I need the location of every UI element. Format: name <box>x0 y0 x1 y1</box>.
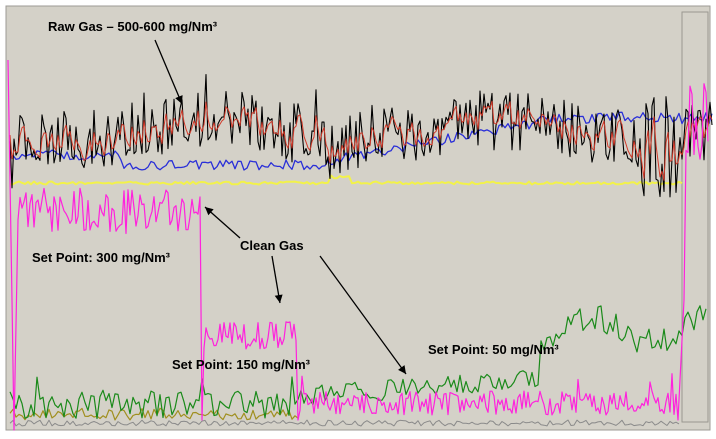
arrow-raw-gas-head <box>175 95 183 104</box>
series-clean-gas <box>7 59 709 431</box>
arrow-clean-gas-300-head <box>205 207 214 216</box>
plot-area <box>5 5 711 431</box>
arrow-layer <box>154 39 407 375</box>
annotation-setpoint-300: Set Point: 300 mg/Nm³ <box>32 250 171 265</box>
arrow-clean-gas-150-head <box>274 294 283 303</box>
annotation-clean-gas: Clean Gas <box>240 238 304 253</box>
series-olive-trace <box>9 407 299 421</box>
series-green-trace <box>9 305 707 420</box>
arrow-raw-gas <box>154 39 183 105</box>
annotation-setpoint-150: Set Point: 150 mg/Nm³ <box>172 357 311 372</box>
annotation-setpoint-50: Set Point: 50 mg/Nm³ <box>428 342 559 357</box>
series-layer <box>7 59 713 431</box>
arrow-clean-gas-50-head <box>398 365 406 374</box>
series-raw-gas <box>9 74 713 198</box>
series-blue-trace <box>9 111 713 171</box>
annotation-raw-gas: Raw Gas – 500-600 mg/Nm³ <box>48 19 218 34</box>
series-raw-gas-smoothed <box>9 100 713 181</box>
arrow-clean-gas-50 <box>319 255 407 375</box>
series-yellow-trace <box>9 174 683 186</box>
highlight-box <box>681 11 709 423</box>
series-gray-trace <box>9 419 680 427</box>
